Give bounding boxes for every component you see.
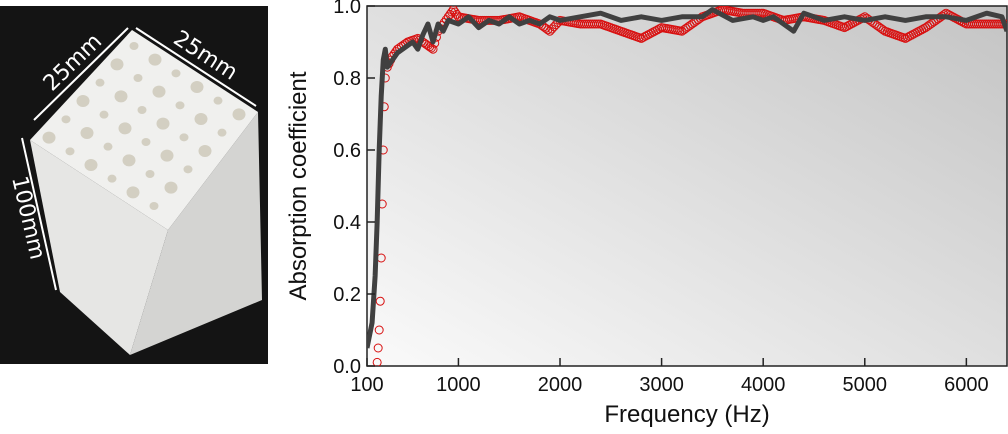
measured-point <box>373 343 383 353</box>
hole <box>145 170 155 178</box>
measured-point <box>448 6 458 15</box>
x-tick-label: 4000 <box>741 374 786 396</box>
measured-point <box>426 43 436 53</box>
measured-point <box>374 325 384 335</box>
measured-point <box>543 25 553 35</box>
perforation-holes <box>42 42 246 210</box>
x-tick-label: 3000 <box>639 374 684 396</box>
hole <box>103 142 113 151</box>
y-tick-label: 0.0 <box>333 356 361 378</box>
block-right-face <box>130 112 262 355</box>
sample-photo: 25mm 25mm 100mm <box>0 6 268 364</box>
x-tick-label: 5000 <box>843 374 888 396</box>
hole <box>141 138 151 146</box>
hole <box>190 81 204 93</box>
hole <box>156 117 170 130</box>
hole <box>107 174 117 183</box>
hole <box>164 181 178 194</box>
hole <box>175 101 185 110</box>
hole <box>126 186 140 199</box>
hole <box>114 90 128 103</box>
x-tick-label: 1000 <box>436 374 481 396</box>
hole <box>110 58 124 71</box>
hole <box>99 110 109 119</box>
hole <box>213 96 223 105</box>
hole <box>232 108 246 121</box>
hole <box>95 78 105 87</box>
hole <box>152 85 166 98</box>
y-tick-label: 0.2 <box>333 284 361 306</box>
y-tick-label: 0.4 <box>333 212 361 234</box>
block-top-face <box>30 30 258 230</box>
y-axis-label: Absorption coefficient <box>285 71 312 300</box>
x-tick-label: 100 <box>350 374 383 396</box>
measured-point <box>447 7 457 17</box>
simulated-line <box>367 7 1007 349</box>
hole <box>198 145 212 157</box>
hole <box>179 133 189 142</box>
hole <box>194 113 208 125</box>
measured-point <box>375 296 385 306</box>
hole <box>84 159 98 171</box>
measured-point <box>428 44 438 54</box>
hole <box>76 95 90 107</box>
hole <box>137 106 147 114</box>
y-tick-label: 0.6 <box>333 140 361 162</box>
dimension-arrows <box>21 27 257 291</box>
hole <box>61 115 71 124</box>
hole <box>133 74 143 82</box>
hole <box>80 127 94 139</box>
y-tick-label: 1.0 <box>333 0 361 18</box>
block-left-face <box>30 140 168 355</box>
hole <box>65 147 75 156</box>
x-tick-label: 2000 <box>538 374 583 396</box>
hole <box>122 154 136 167</box>
hole <box>42 131 56 144</box>
measured-point <box>372 357 382 366</box>
hole <box>118 122 132 135</box>
hole <box>149 202 159 210</box>
hole <box>160 149 174 162</box>
hole <box>148 53 162 66</box>
y-tick-label: 0.8 <box>333 68 361 90</box>
x-tick-label: 6000 <box>944 374 989 396</box>
hole <box>129 42 139 50</box>
measured-point <box>450 7 460 17</box>
x-axis-label: Frequency (Hz) <box>604 401 769 428</box>
hole <box>171 69 181 78</box>
hole <box>217 128 227 137</box>
plot-area <box>366 5 1008 367</box>
hole <box>183 165 193 174</box>
